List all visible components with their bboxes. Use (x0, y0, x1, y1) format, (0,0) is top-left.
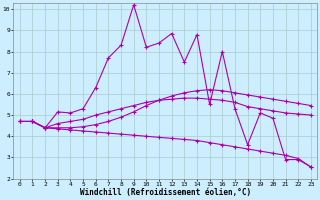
X-axis label: Windchill (Refroidissement éolien,°C): Windchill (Refroidissement éolien,°C) (80, 188, 251, 197)
